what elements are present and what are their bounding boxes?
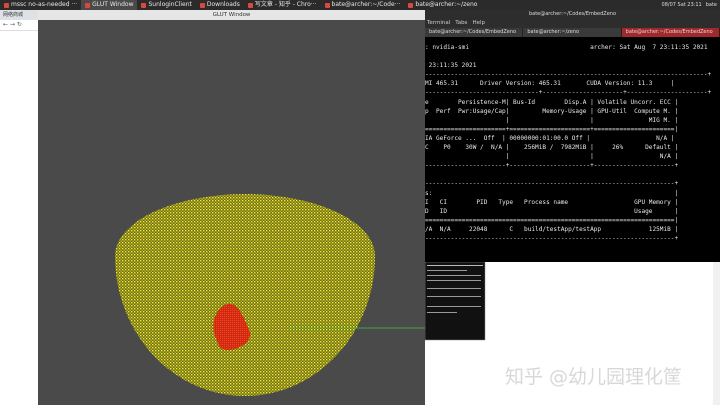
taskbar-tab[interactable]: SunloginClient	[137, 0, 195, 10]
menu-item[interactable]: Help	[472, 20, 485, 26]
glut-window: GLUT Window	[38, 10, 425, 405]
browser-nav[interactable]: ← → ↻	[0, 20, 38, 31]
taskbar-tab[interactable]: bate@archer:~/zeno	[404, 0, 481, 10]
terminal-line: s: |	[425, 189, 679, 197]
terminal-line: ----------------------+-----------------…	[425, 162, 679, 170]
tab-label: Downloads	[206, 1, 240, 8]
window-title: GLUT Window	[38, 10, 425, 20]
terminal-line: | | MIG M. |	[425, 116, 679, 124]
particle-bowl	[115, 194, 375, 396]
terminal-line: MI 465.31 Driver Version: 465.31 CUDA Ve…	[425, 80, 675, 88]
terminal-line: ----------------------------------------…	[425, 180, 679, 188]
terminal-line: 23:11:35 2021	[425, 62, 477, 70]
tab-icon	[247, 2, 253, 8]
tab-label: SunloginClient	[148, 1, 192, 8]
terminal-line: e Persistence-M| Bus-Id Disp.A | Volatil…	[425, 98, 679, 106]
browser-window: 网络商城 ← → ↻	[0, 10, 39, 405]
menu-item[interactable]: Terminal	[427, 20, 451, 26]
taskbar-tab[interactable]: Downloads	[196, 0, 244, 10]
tab-label: bate@archer:~/zeno	[415, 1, 478, 8]
background-page	[424, 261, 720, 405]
tab-label: 写文章 - 知乎 - Chro···	[254, 1, 317, 8]
tab-label: bate@archer:~/Code···	[331, 1, 401, 8]
terminal-tabs: bate@archer:~/Codes/EmbedZeno bate@archer…	[425, 28, 720, 37]
render-view	[115, 194, 425, 396]
terminal-window: bate@archer:~/Codes/EmbedZeno Terminal Ta…	[425, 10, 720, 262]
terminal-menu: Terminal Tabs Help	[425, 19, 720, 28]
scrollbar[interactable]	[713, 262, 720, 405]
tab-icon	[408, 2, 414, 8]
tab-icon	[141, 2, 147, 8]
terminal-line: IA GeForce ... Off | 00000000:01:00.0 Of…	[425, 134, 675, 142]
red-particles	[213, 303, 251, 350]
tab-icon	[199, 2, 205, 8]
terminal-tab[interactable]: bate@archer:~/zeno	[523, 28, 622, 37]
terminal-line	[425, 52, 720, 61]
terminal-tab[interactable]: bate@archer:~/Codes/EmbedZeno	[425, 28, 524, 37]
terminal-line: : nvidia-smi archer: Sat Aug 7 23:11:35 …	[425, 44, 708, 51]
user: bate	[705, 2, 717, 8]
terminal-line: ========================================…	[425, 216, 679, 224]
taskbar-tab[interactable]: 写文章 - 知乎 - Chro···	[244, 0, 321, 10]
tab-label: mssc no-as-needed ···	[11, 1, 78, 8]
terminal-output: : nvidia-smi archer: Sat Aug 7 23:11:35 …	[425, 37, 720, 243]
terminal-line: -------------------------------+--------…	[425, 89, 712, 97]
taskbar-tab[interactable]: mssc no-as-needed ···	[0, 0, 81, 10]
terminal-line: I CI PID Type Process name GPU Memory |	[425, 198, 679, 206]
tab-icon	[4, 2, 9, 8]
terminal-line: C P0 30W / N/A | 256MiB / 7982MiB | 26% …	[425, 144, 679, 152]
terminal-line: ======================+=================…	[425, 125, 679, 133]
clock: 08/07 Sat 23:11	[661, 2, 702, 8]
taskbar-tab[interactable]: bate@archer:~/Code···	[321, 0, 405, 10]
watermark: 知乎 @幼儿园理化筐	[505, 366, 683, 388]
tray: 08/07 Sat 23:11 bate	[662, 2, 720, 8]
terminal-line: p Perf Pwr:Usage/Cap| Memory-Usage | GPU…	[425, 107, 679, 115]
terminal-line: | | N/A |	[425, 153, 679, 161]
taskbar-tab[interactable]: GLUT Window	[81, 0, 138, 10]
tab-icon	[85, 2, 91, 8]
thumbnail	[424, 261, 486, 341]
terminal-line: ----------------------------------------…	[425, 71, 712, 79]
terminal-title: bate@archer:~/Codes/EmbedZeno	[425, 10, 720, 19]
terminal-line	[425, 170, 720, 179]
tab-icon	[324, 2, 330, 8]
terminal-line: D ID Usage |	[425, 207, 679, 215]
tab-label: GLUT Window	[92, 1, 134, 8]
terminal-tab[interactable]: bate@archer:~/Codes/EmbedZeno	[621, 28, 720, 37]
menu-item[interactable]: Tabs	[455, 20, 468, 26]
terminal-line: ----------------------------------------…	[425, 234, 679, 242]
browser-tab[interactable]: 网络商城	[0, 10, 38, 20]
terminal-line: /A N/A 22048 C build/testApp/testApp 125…	[425, 225, 679, 233]
taskbar: mssc no-as-needed ··· GLUT Window Sunlogin…	[0, 0, 720, 10]
